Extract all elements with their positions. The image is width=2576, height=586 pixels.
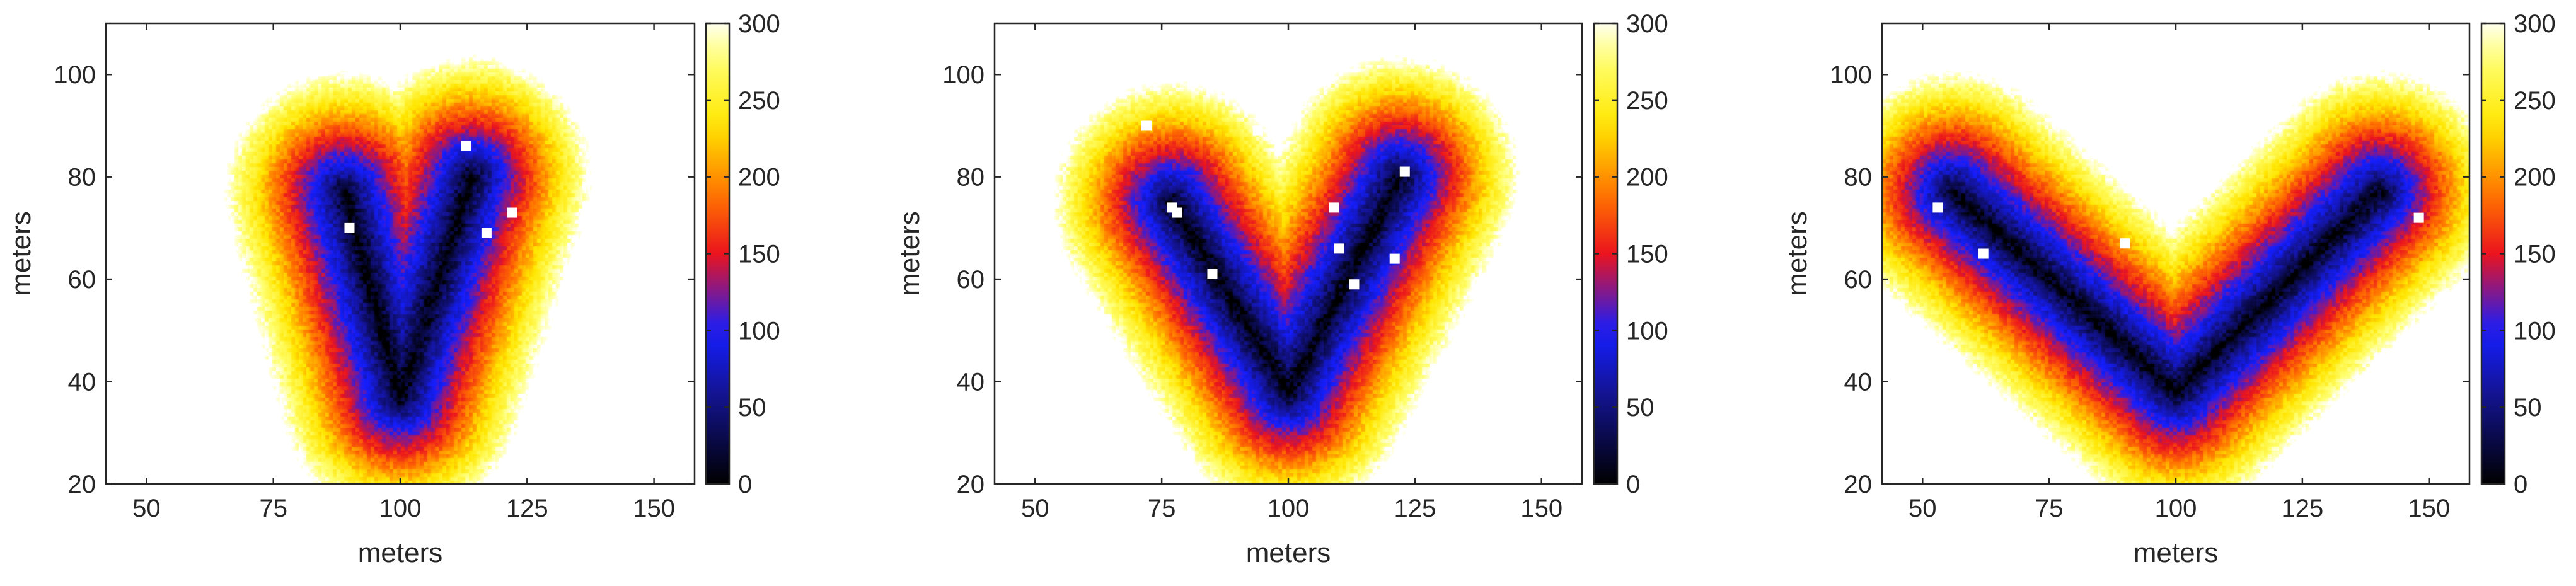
y-tick-label: 40 <box>957 369 985 396</box>
x-tick-label: 150 <box>633 495 675 522</box>
y-axis-label: meters <box>894 211 925 296</box>
y-tick-label: 60 <box>68 266 96 294</box>
x-axis-label: meters <box>2134 537 2218 568</box>
y-tick-label: 60 <box>957 266 985 294</box>
y-tick-label: 100 <box>942 61 985 89</box>
marker-group <box>1932 156 2424 259</box>
y-tick-label: 100 <box>1830 61 1872 89</box>
colorbar-tick-label: 0 <box>1626 471 1640 498</box>
y-axis-label: meters <box>1782 211 1813 296</box>
colorbar-tick-label: 150 <box>738 241 780 268</box>
data-marker <box>1329 202 1339 213</box>
x-tick-label: 125 <box>2281 495 2323 522</box>
y-tick-label: 40 <box>1844 369 1873 396</box>
marker-group <box>1141 120 1410 290</box>
marker-group <box>344 141 517 239</box>
y-tick-label: 80 <box>1844 164 1873 192</box>
x-tick-label: 50 <box>1909 495 1937 522</box>
data-marker <box>481 228 492 239</box>
x-axis-label: meters <box>358 537 442 568</box>
colorbar-tick-label: 150 <box>2514 241 2556 268</box>
colorbar-tick-label: 250 <box>738 87 780 115</box>
x-tick-label: 100 <box>1268 495 1310 522</box>
heatmap-image-1 <box>106 23 695 484</box>
x-tick-label: 75 <box>2035 495 2064 522</box>
data-marker <box>2413 212 2424 223</box>
colorbar: 0 50 100 150 200 250 300 <box>2480 10 2556 498</box>
colorbar: 0 50 100 150 200 250 300 <box>1593 10 1668 498</box>
colorbar-tick-label: 100 <box>2514 317 2556 345</box>
x-tick-label: 150 <box>1520 495 1562 522</box>
colorbar-tick-label: 200 <box>2514 164 2556 192</box>
x-tick-label: 50 <box>132 495 161 522</box>
colorbar-tick-label: 300 <box>1626 10 1668 38</box>
colorbar-tick-label: 50 <box>2514 394 2542 422</box>
data-marker <box>1399 166 1410 177</box>
data-marker <box>461 141 471 151</box>
y-tick-label: 80 <box>68 164 96 192</box>
panel-2: 50 75 100 125 150 20 40 60 80 100 meters meters 0 50 1… <box>894 10 1668 568</box>
panel-1: 50 75 100 125 150 20 40 60 80 100 meters meters 0 50 1… <box>6 10 780 568</box>
y-tick-label: 20 <box>957 471 985 498</box>
x-tick-label: 50 <box>1021 495 1049 522</box>
colorbar-tick-label: 100 <box>1626 317 1668 345</box>
x-tick-label: 125 <box>1394 495 1436 522</box>
data-marker <box>507 207 517 218</box>
data-marker <box>1932 202 1943 213</box>
colorbar-tick-label: 250 <box>1626 87 1668 115</box>
x-tick-label: 150 <box>2408 495 2450 522</box>
data-marker <box>1172 207 1182 218</box>
x-tick-label: 75 <box>259 495 287 522</box>
x-tick-label: 100 <box>2155 495 2197 522</box>
colorbar-tick-label: 0 <box>738 471 752 498</box>
y-tick-label: 40 <box>68 369 96 396</box>
data-marker <box>1207 268 1218 279</box>
colorbar-tick-label: 300 <box>738 10 780 38</box>
colorbar-tick-label: 200 <box>738 164 780 192</box>
data-marker <box>2196 156 2207 167</box>
y-tick-label: 60 <box>1844 266 1873 294</box>
heatmap-image-2 <box>995 23 1582 484</box>
data-marker <box>344 222 355 233</box>
colorbar-tick-label: 50 <box>738 394 766 422</box>
colorbar-tick-label: 150 <box>1626 241 1668 268</box>
x-tick-label: 75 <box>1148 495 1176 522</box>
y-tick-label: 80 <box>957 164 985 192</box>
heatmap-image-3 <box>1882 23 2469 484</box>
colorbar-tick-label: 100 <box>738 317 780 345</box>
data-marker <box>1349 279 1360 290</box>
data-marker <box>2120 238 2130 249</box>
data-marker <box>1252 125 1263 136</box>
data-marker <box>1978 248 1989 259</box>
data-marker <box>1334 243 1344 254</box>
y-tick-label: 20 <box>1844 471 1873 498</box>
colorbar-tick-label: 200 <box>1626 164 1668 192</box>
y-tick-label: 20 <box>68 471 96 498</box>
colorbar-tick-label: 50 <box>1626 394 1655 422</box>
colorbar-tick-label: 0 <box>2514 471 2527 498</box>
colorbar: 0 50 100 150 200 250 300 <box>705 10 780 498</box>
colorbar-tick-label: 250 <box>2514 87 2556 115</box>
data-marker <box>1141 120 1152 131</box>
y-tick-label: 100 <box>54 61 96 89</box>
x-tick-label: 100 <box>379 495 422 522</box>
x-tick-label: 125 <box>506 495 548 522</box>
colorbar-tick-label: 300 <box>2514 10 2556 38</box>
data-marker <box>1389 253 1400 264</box>
y-axis-label: meters <box>6 211 37 296</box>
panel-3: 50 75 100 125 150 20 40 60 80 100 meters meters 0 50 1… <box>1782 10 2556 568</box>
x-axis-label: meters <box>1246 537 1331 568</box>
